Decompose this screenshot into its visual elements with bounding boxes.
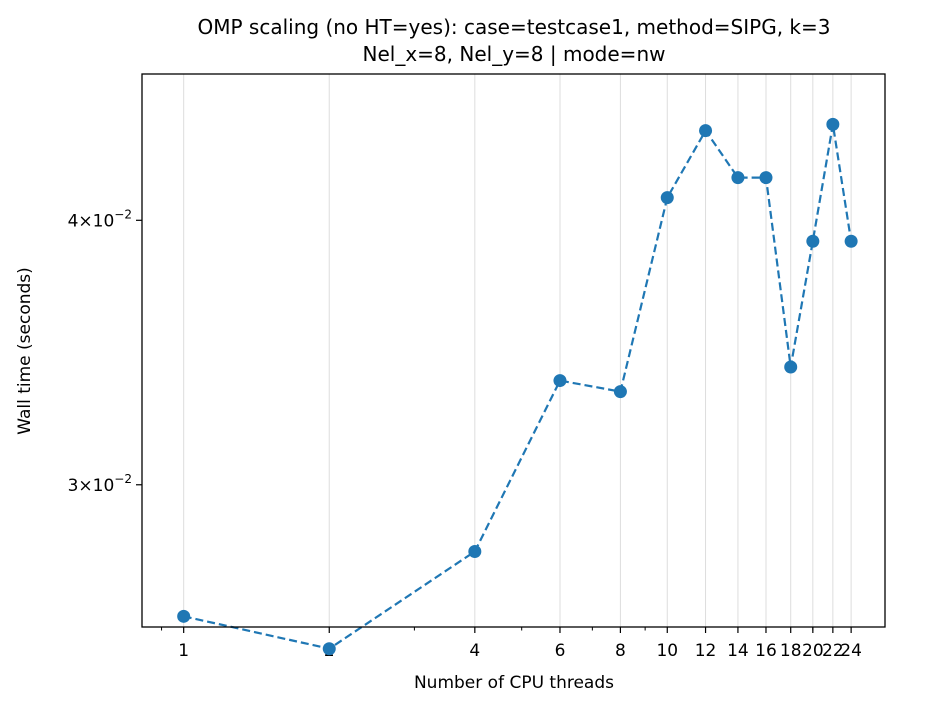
grid [183, 74, 852, 627]
x-tick-label: 20 [802, 641, 824, 661]
y-axis-label: Wall time (seconds) [15, 267, 35, 435]
x-tick-label: 14 [727, 641, 749, 661]
x-tick-label: 18 [780, 641, 802, 661]
x-tick-label: 22 [822, 641, 844, 661]
x-tick-label: 12 [695, 641, 717, 661]
x-tick-label: 10 [656, 641, 678, 661]
y-axis-ticks: 4×10−2 3×10−2 [68, 207, 142, 496]
x-tick-label: 4 [469, 641, 480, 661]
data-point [613, 385, 627, 399]
x-axis-label: Number of CPU threads [414, 673, 614, 693]
x-tick-label: 8 [615, 641, 626, 661]
data-point [322, 642, 336, 656]
data-point [660, 191, 674, 205]
x-tick-label: 1 [178, 641, 189, 661]
series [177, 117, 858, 656]
x-tick-label: 24 [840, 641, 862, 661]
data-point [826, 117, 840, 131]
data-point [699, 124, 713, 138]
series-line [183, 124, 853, 650]
data-point [731, 171, 745, 185]
y-tick-label: 3×10−2 [68, 472, 132, 496]
data-point [553, 374, 567, 388]
data-point [177, 609, 191, 623]
x-axis-ticks: 124681012141618202224 [178, 627, 862, 661]
data-point [844, 234, 858, 248]
plot-frame [141, 73, 886, 628]
x-tick-label: 16 [755, 641, 777, 661]
chart-title-line2: Nel_x=8, Nel_y=8 | mode=nw [363, 42, 666, 66]
data-point [784, 360, 798, 374]
data-point [806, 234, 820, 248]
data-point [468, 544, 482, 558]
y-tick-label: 4×10−2 [68, 207, 132, 231]
chart-title-line1: OMP scaling (no HT=yes): case=testcase1,… [198, 15, 831, 39]
x-tick-label: 6 [555, 641, 566, 661]
data-point [759, 171, 773, 185]
